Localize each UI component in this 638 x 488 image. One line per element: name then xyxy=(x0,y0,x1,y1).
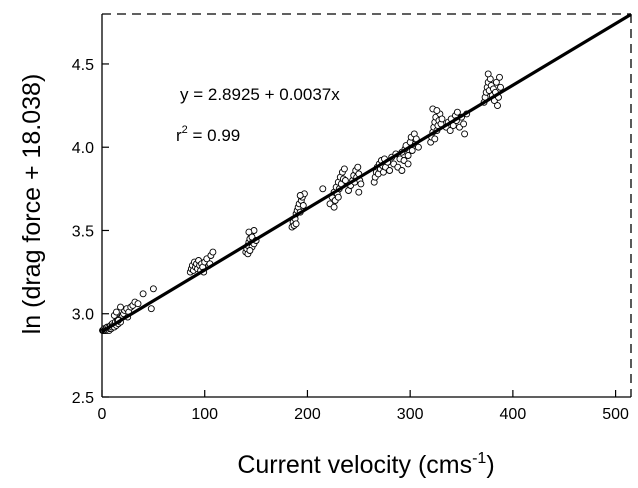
data-point xyxy=(340,165,348,173)
r-squared-prefix: r xyxy=(176,126,182,145)
data-point xyxy=(431,135,439,143)
data-point xyxy=(438,115,446,123)
r-squared-superscript: 2 xyxy=(182,124,188,136)
r-squared-value: = 0.99 xyxy=(188,126,240,145)
x-tick-label: 200 xyxy=(294,406,321,423)
data-point xyxy=(292,220,300,228)
data-point xyxy=(484,70,492,78)
data-point xyxy=(149,285,157,293)
data-point xyxy=(330,203,338,211)
data-point xyxy=(334,193,342,201)
data-point xyxy=(494,102,501,110)
data-point xyxy=(408,147,416,154)
y-tick-label: 3.5 xyxy=(72,223,94,240)
data-point xyxy=(461,130,469,138)
data-point xyxy=(433,107,441,115)
regression-equation: y = 2.8925 + 0.0037x xyxy=(180,85,340,104)
data-point xyxy=(398,167,406,174)
data-points xyxy=(99,70,504,334)
data-point xyxy=(446,127,454,135)
data-point xyxy=(460,120,468,128)
x-tick-label: 400 xyxy=(500,406,527,423)
x-tick-label: 100 xyxy=(191,406,218,423)
data-point xyxy=(341,177,349,184)
x-tick-label: 500 xyxy=(602,406,629,423)
data-point xyxy=(296,192,304,199)
data-point xyxy=(117,303,124,311)
data-point xyxy=(134,300,142,308)
data-point xyxy=(246,247,254,254)
data-point xyxy=(404,160,412,168)
y-tick-label: 4.5 xyxy=(72,57,94,74)
data-point xyxy=(497,83,504,91)
y-tick-label: 3.0 xyxy=(72,307,94,324)
data-point xyxy=(245,228,253,236)
data-point xyxy=(496,73,503,81)
x-axis-label-end: ) xyxy=(486,451,494,479)
data-point xyxy=(453,108,461,116)
x-axis-ticks: 0 100 200 300 400 500 xyxy=(98,390,629,423)
data-point xyxy=(299,202,307,209)
data-point xyxy=(414,143,422,151)
x-axis-label-superscript: -1 xyxy=(472,450,486,467)
data-point xyxy=(355,188,363,196)
x-tick-label: 0 xyxy=(98,406,107,423)
y-axis-ticks: 2.5 3.0 3.5 4.0 4.5 xyxy=(72,57,109,407)
r-squared-label: r2 = 0.99 xyxy=(176,124,240,145)
data-point xyxy=(112,308,120,316)
data-point xyxy=(319,185,327,193)
data-point xyxy=(147,305,155,313)
data-point xyxy=(492,78,500,86)
y-tick-label: 2.5 xyxy=(72,390,94,407)
x-axis-label-main: Current velocity (cms xyxy=(237,451,472,479)
data-point xyxy=(209,248,217,256)
y-tick-label: 4.0 xyxy=(72,140,94,157)
regression-line xyxy=(101,12,632,334)
data-point xyxy=(139,290,147,298)
data-point xyxy=(357,180,365,188)
data-point xyxy=(354,163,362,171)
plot-frame xyxy=(101,13,632,398)
y-axis-label: ln (drag force + 18.038) xyxy=(18,74,46,335)
x-tick-label: 300 xyxy=(397,406,424,423)
x-axis-label: Current velocity (cms-1) xyxy=(237,450,494,479)
data-point xyxy=(404,152,412,159)
data-point xyxy=(386,167,394,174)
